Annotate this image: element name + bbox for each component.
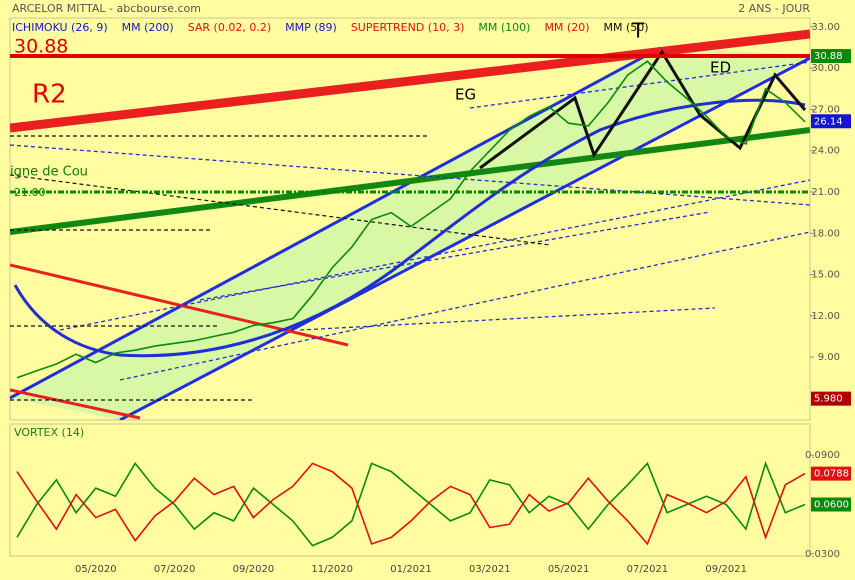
channel-fill xyxy=(10,48,810,420)
level-label: 21.00 xyxy=(14,186,46,199)
price-label-box xyxy=(811,49,851,64)
y-tick-label: 30.00 xyxy=(811,63,840,74)
series-line xyxy=(16,60,806,379)
mm200 xyxy=(13,98,806,358)
vortex-title: VORTEX (14) xyxy=(14,426,84,439)
y-tick-label: 0.0300 xyxy=(805,549,840,560)
red-trend xyxy=(10,29,810,133)
price-label: 26.14 xyxy=(814,116,843,127)
y-tick-label: 27.00 xyxy=(811,104,840,115)
y-tick-label: 9.00 xyxy=(818,352,840,363)
price-label: 0.0600 xyxy=(814,500,849,511)
legend-entry: MM (20) xyxy=(544,21,589,34)
series-line xyxy=(16,460,806,547)
y-tick-label: 21.00 xyxy=(811,187,840,198)
period: 2 ANS - JOUR xyxy=(738,2,810,15)
legend-entry: MM (200) xyxy=(122,21,174,34)
legend-entry: MM (50) xyxy=(604,21,649,34)
price-label-box xyxy=(811,114,851,129)
annotation: EG xyxy=(455,86,476,104)
annotation: R2 xyxy=(32,80,67,110)
x-tick-label: 03/2021 xyxy=(469,564,511,575)
legend-entry: ICHIMOKU (26, 9) xyxy=(12,21,108,34)
y-tick-label: 15.00 xyxy=(811,270,840,281)
x-tick-label: 07/2020 xyxy=(154,564,196,575)
price-label: 30.88 xyxy=(814,51,843,62)
x-tick-label: 01/2021 xyxy=(390,564,432,575)
y-tick-label: 0.0900 xyxy=(805,450,840,461)
legend-entry: SAR (0.02, 0.2) xyxy=(188,21,271,34)
sar-line xyxy=(10,263,349,347)
title: ARCELOR MITTAL - abcbourse.com xyxy=(12,2,201,15)
series-line xyxy=(16,462,806,546)
level-label: 30.88 xyxy=(14,36,68,58)
legend-entry: SUPERTREND (10, 3) xyxy=(351,21,465,34)
channel-top xyxy=(10,46,661,400)
x-tick-label: 09/2020 xyxy=(233,564,275,575)
vortex-panel xyxy=(9,423,811,557)
y-tick-label: 24.00 xyxy=(811,146,840,157)
pattern-lines xyxy=(479,49,807,170)
x-tick-label: 05/2021 xyxy=(548,564,590,575)
annotation: ED xyxy=(710,59,731,77)
sar-line xyxy=(10,388,141,420)
price-label-box xyxy=(811,391,851,406)
y-tick-label: 12.00 xyxy=(811,311,840,322)
x-tick-label: 05/2020 xyxy=(75,564,117,575)
y-tick-label: 33.00 xyxy=(811,22,840,33)
x-tick-label: 09/2021 xyxy=(705,564,747,575)
legend-entry: MMP (89) xyxy=(285,21,337,34)
price-label-box xyxy=(811,497,851,512)
drawings xyxy=(10,29,810,420)
x-tick-label: 11/2020 xyxy=(311,564,353,575)
price-label-box xyxy=(811,466,851,481)
neck-line xyxy=(10,127,810,235)
channel-bottom xyxy=(119,56,810,420)
annotation: T xyxy=(631,19,645,43)
price-label: 0.0788 xyxy=(814,469,849,480)
x-tick-label: 07/2021 xyxy=(627,564,669,575)
annotation: igne de Cou xyxy=(10,165,88,180)
legend-entry: MM (100) xyxy=(478,21,530,34)
y-tick-label: 18.00 xyxy=(811,228,840,239)
price-label: 5.980 xyxy=(814,394,843,405)
